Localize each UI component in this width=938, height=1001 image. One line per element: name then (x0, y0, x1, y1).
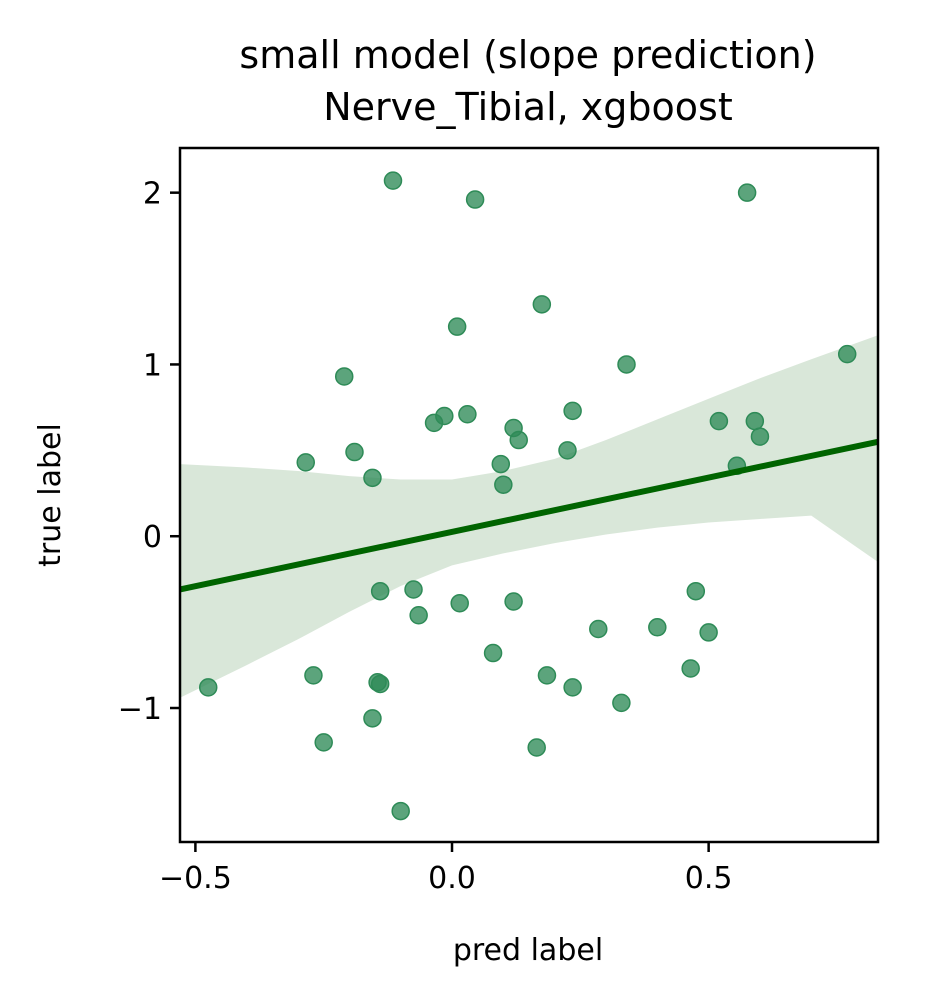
scatter-point (404, 580, 423, 599)
plot-frame (178, 146, 880, 844)
x-tick-label: 0.0 (428, 861, 476, 896)
scatter-point (363, 468, 382, 488)
scatter-point (681, 659, 700, 678)
scatter-point (304, 666, 323, 685)
x-tick-label: −0.5 (159, 861, 232, 896)
scatter-point (334, 367, 354, 386)
scatter-point (314, 733, 333, 752)
scatter-point (383, 171, 403, 190)
axes: −0.5 0.0 0.5 2 1 0 −1 (118, 146, 880, 896)
chart-title-line-1: small model (slope prediction) (239, 33, 816, 77)
scatter-point (458, 405, 477, 424)
scatter-point (363, 709, 382, 728)
scatter-point (345, 442, 364, 462)
scatter-point (617, 355, 636, 374)
scatter-point (370, 581, 390, 601)
scatter-point (589, 619, 608, 639)
regression-line (180, 438, 878, 593)
scatter-point (699, 623, 718, 642)
scatter-point (435, 406, 454, 426)
plot-area (180, 171, 878, 821)
scatter-point (563, 401, 582, 421)
scatter-point (527, 738, 546, 757)
scatter-point (612, 693, 631, 713)
scatter-point (450, 593, 469, 613)
scatter-point (750, 427, 770, 446)
scatter-point (737, 183, 757, 202)
chart-title-line-2: Nerve_Tibial, xgboost (323, 85, 733, 129)
scatter-point (558, 441, 577, 460)
scatter-point (491, 454, 511, 474)
y-axis-label: true label (33, 423, 68, 567)
x-tick-label: 0.5 (685, 861, 733, 896)
scatter-point (686, 581, 706, 601)
scatter-point (370, 674, 390, 694)
scatter-point (447, 317, 467, 336)
scatter-point (391, 801, 410, 821)
scatter-point (296, 453, 315, 472)
scatter-point (198, 678, 218, 697)
scatter-point (709, 411, 729, 431)
scatter-point (504, 592, 523, 611)
scatter-point (465, 190, 485, 209)
scatter-point (494, 475, 513, 494)
scatter-point (532, 295, 552, 314)
y-tick-label: 0 (143, 520, 162, 555)
y-tick-label: −1 (118, 692, 162, 727)
scatter-point (745, 411, 765, 431)
scatter-point (563, 678, 582, 697)
scatter-point (648, 618, 667, 637)
scatter-point (537, 666, 557, 685)
scatter-point (509, 430, 528, 450)
scatter-point (409, 605, 428, 625)
y-tick-label: 1 (143, 348, 162, 383)
x-axis-label: pred label (453, 933, 603, 968)
y-tick-label: 2 (143, 177, 162, 212)
scatter-point (837, 344, 857, 364)
scatter-point (483, 643, 503, 663)
